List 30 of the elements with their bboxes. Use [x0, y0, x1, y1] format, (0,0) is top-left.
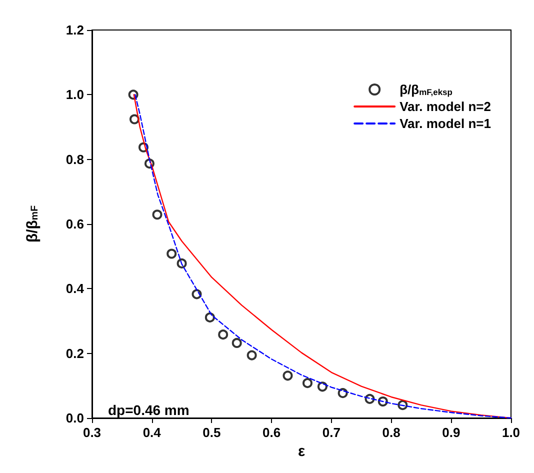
point — [246, 350, 257, 360]
legend-label: Var. model n=2 — [400, 99, 491, 114]
x-tick-label: 0.3 — [82, 425, 102, 440]
y-tick-label: 0.0 — [66, 410, 84, 426]
legend-label: Var. model n=1 — [400, 116, 491, 131]
y-axis-title: β/βmF — [24, 205, 41, 243]
point — [282, 370, 293, 381]
y-tick-label: 1.2 — [66, 22, 84, 38]
x-tick-label: 0.7 — [322, 425, 340, 440]
x-tick-label: 0.5 — [202, 425, 221, 440]
point — [302, 378, 312, 388]
point — [232, 338, 242, 348]
x-axis-title: ε — [298, 442, 306, 460]
x-tick-label: 0.8 — [382, 425, 400, 440]
x-tick-label: 0.9 — [442, 425, 460, 440]
y-tick-label: 1.0 — [66, 87, 84, 102]
y-tick-label: 0.8 — [66, 152, 84, 167]
point — [204, 312, 215, 322]
y-tick-label: 0.4 — [66, 281, 85, 296]
x-tick-label: 0.4 — [142, 425, 162, 440]
x-tick-label: 0.6 — [262, 425, 281, 440]
x-tick-label: 1.0 — [502, 425, 520, 440]
point — [218, 330, 228, 340]
y-tick-label: 0.2 — [66, 346, 84, 361]
point — [152, 210, 162, 220]
annotation: dp=0.46 mm — [108, 402, 190, 418]
point — [130, 114, 140, 124]
legend-label: β/βmF,eksp — [400, 82, 452, 97]
y-tick-label: 0.6 — [66, 216, 84, 232]
point — [166, 248, 177, 259]
